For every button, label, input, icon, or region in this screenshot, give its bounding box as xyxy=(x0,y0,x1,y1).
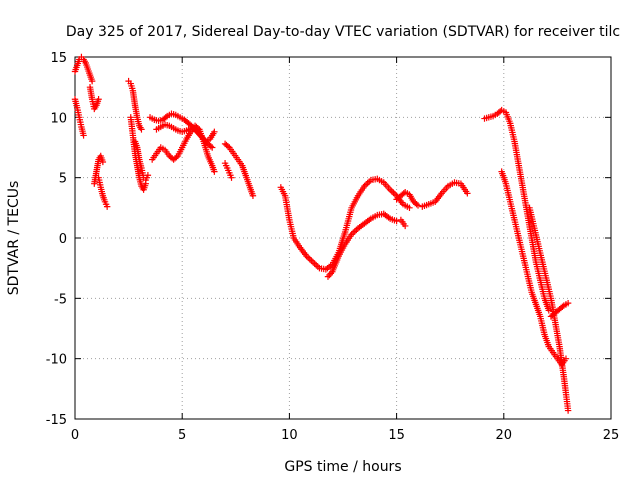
data-point xyxy=(390,189,397,196)
series-arc-22 xyxy=(547,299,572,320)
data-point xyxy=(309,258,317,266)
data-point xyxy=(308,257,315,264)
data-point xyxy=(324,273,332,280)
data-points xyxy=(71,53,572,414)
data-point xyxy=(326,271,333,279)
data-point xyxy=(162,114,169,121)
x-tick-label: 15 xyxy=(388,428,405,443)
x-tick-label: 25 xyxy=(603,428,620,443)
series-arc-11 xyxy=(148,122,218,175)
y-tick-label: 10 xyxy=(50,111,67,126)
data-point xyxy=(211,128,218,136)
series-arc-16 xyxy=(393,188,422,209)
data-point xyxy=(349,229,357,237)
series-arc-5 xyxy=(95,174,111,210)
data-point xyxy=(80,132,87,139)
data-point xyxy=(249,192,257,199)
data-point xyxy=(311,260,318,267)
series-arc-3 xyxy=(86,83,102,113)
data-point xyxy=(207,143,214,150)
x-tick-label: 10 xyxy=(281,428,298,443)
y-tick-label: -10 xyxy=(46,353,67,368)
data-point xyxy=(559,303,566,310)
data-point xyxy=(103,203,111,210)
data-point xyxy=(194,124,202,132)
data-point xyxy=(313,261,320,269)
data-point xyxy=(406,204,413,212)
y-tick-label: -5 xyxy=(54,292,67,307)
data-point xyxy=(173,153,180,161)
y-tick-label: 5 xyxy=(59,172,67,187)
chart-title: Day 325 of 2017, Sidereal Day-to-day VTE… xyxy=(66,24,620,40)
data-point xyxy=(228,174,235,181)
data-point xyxy=(304,254,312,261)
y-axis-ticks: 15 10 5 0 -5 -10 -15 xyxy=(46,51,611,428)
series-arc-8 xyxy=(131,138,152,184)
data-point xyxy=(138,126,145,133)
data-point xyxy=(364,179,371,187)
data-point xyxy=(209,144,216,151)
data-point xyxy=(351,228,358,235)
y-axis-label: SDTVAR / TECUs xyxy=(6,181,22,296)
x-axis-label: GPS time / hours xyxy=(284,459,401,475)
series-arc-12 xyxy=(221,140,257,199)
y-tick-label: -15 xyxy=(46,413,67,428)
data-point xyxy=(564,299,572,307)
data-point xyxy=(545,307,553,314)
data-point xyxy=(562,355,570,362)
data-point xyxy=(464,190,471,197)
data-point xyxy=(388,188,395,195)
series-arc-18 xyxy=(419,179,471,210)
series-arc-6 xyxy=(125,77,145,133)
data-point xyxy=(564,407,572,414)
x-tick-label: 20 xyxy=(496,428,513,443)
data-point xyxy=(306,255,313,263)
series-arc-21 xyxy=(526,204,572,414)
data-point xyxy=(362,181,370,188)
data-point xyxy=(144,172,152,179)
series-arc-19 xyxy=(481,106,553,314)
data-point xyxy=(401,222,409,230)
y-tick-label: 15 xyxy=(50,51,67,66)
data-point xyxy=(414,202,422,209)
series-arc-17 xyxy=(397,216,409,230)
data-point xyxy=(413,201,420,208)
x-axis-ticks: 0 5 10 15 20 25 xyxy=(71,57,619,443)
series-arc-15 xyxy=(324,210,400,280)
x-tick-label: 5 xyxy=(178,428,186,443)
series-arc-2 xyxy=(71,96,87,139)
y-tick-label: 0 xyxy=(59,232,67,247)
series-arc-14 xyxy=(277,175,413,273)
data-point xyxy=(88,77,96,85)
data-point xyxy=(95,96,102,103)
series-arc-4 xyxy=(91,152,107,187)
data-point xyxy=(393,217,400,225)
data-point xyxy=(211,168,218,175)
series-arc-13 xyxy=(221,159,235,181)
x-tick-label: 0 xyxy=(71,428,79,443)
data-point xyxy=(99,158,107,166)
data-point xyxy=(224,143,232,150)
series-arc-1 xyxy=(71,53,96,85)
series-arc-20 xyxy=(498,168,570,368)
